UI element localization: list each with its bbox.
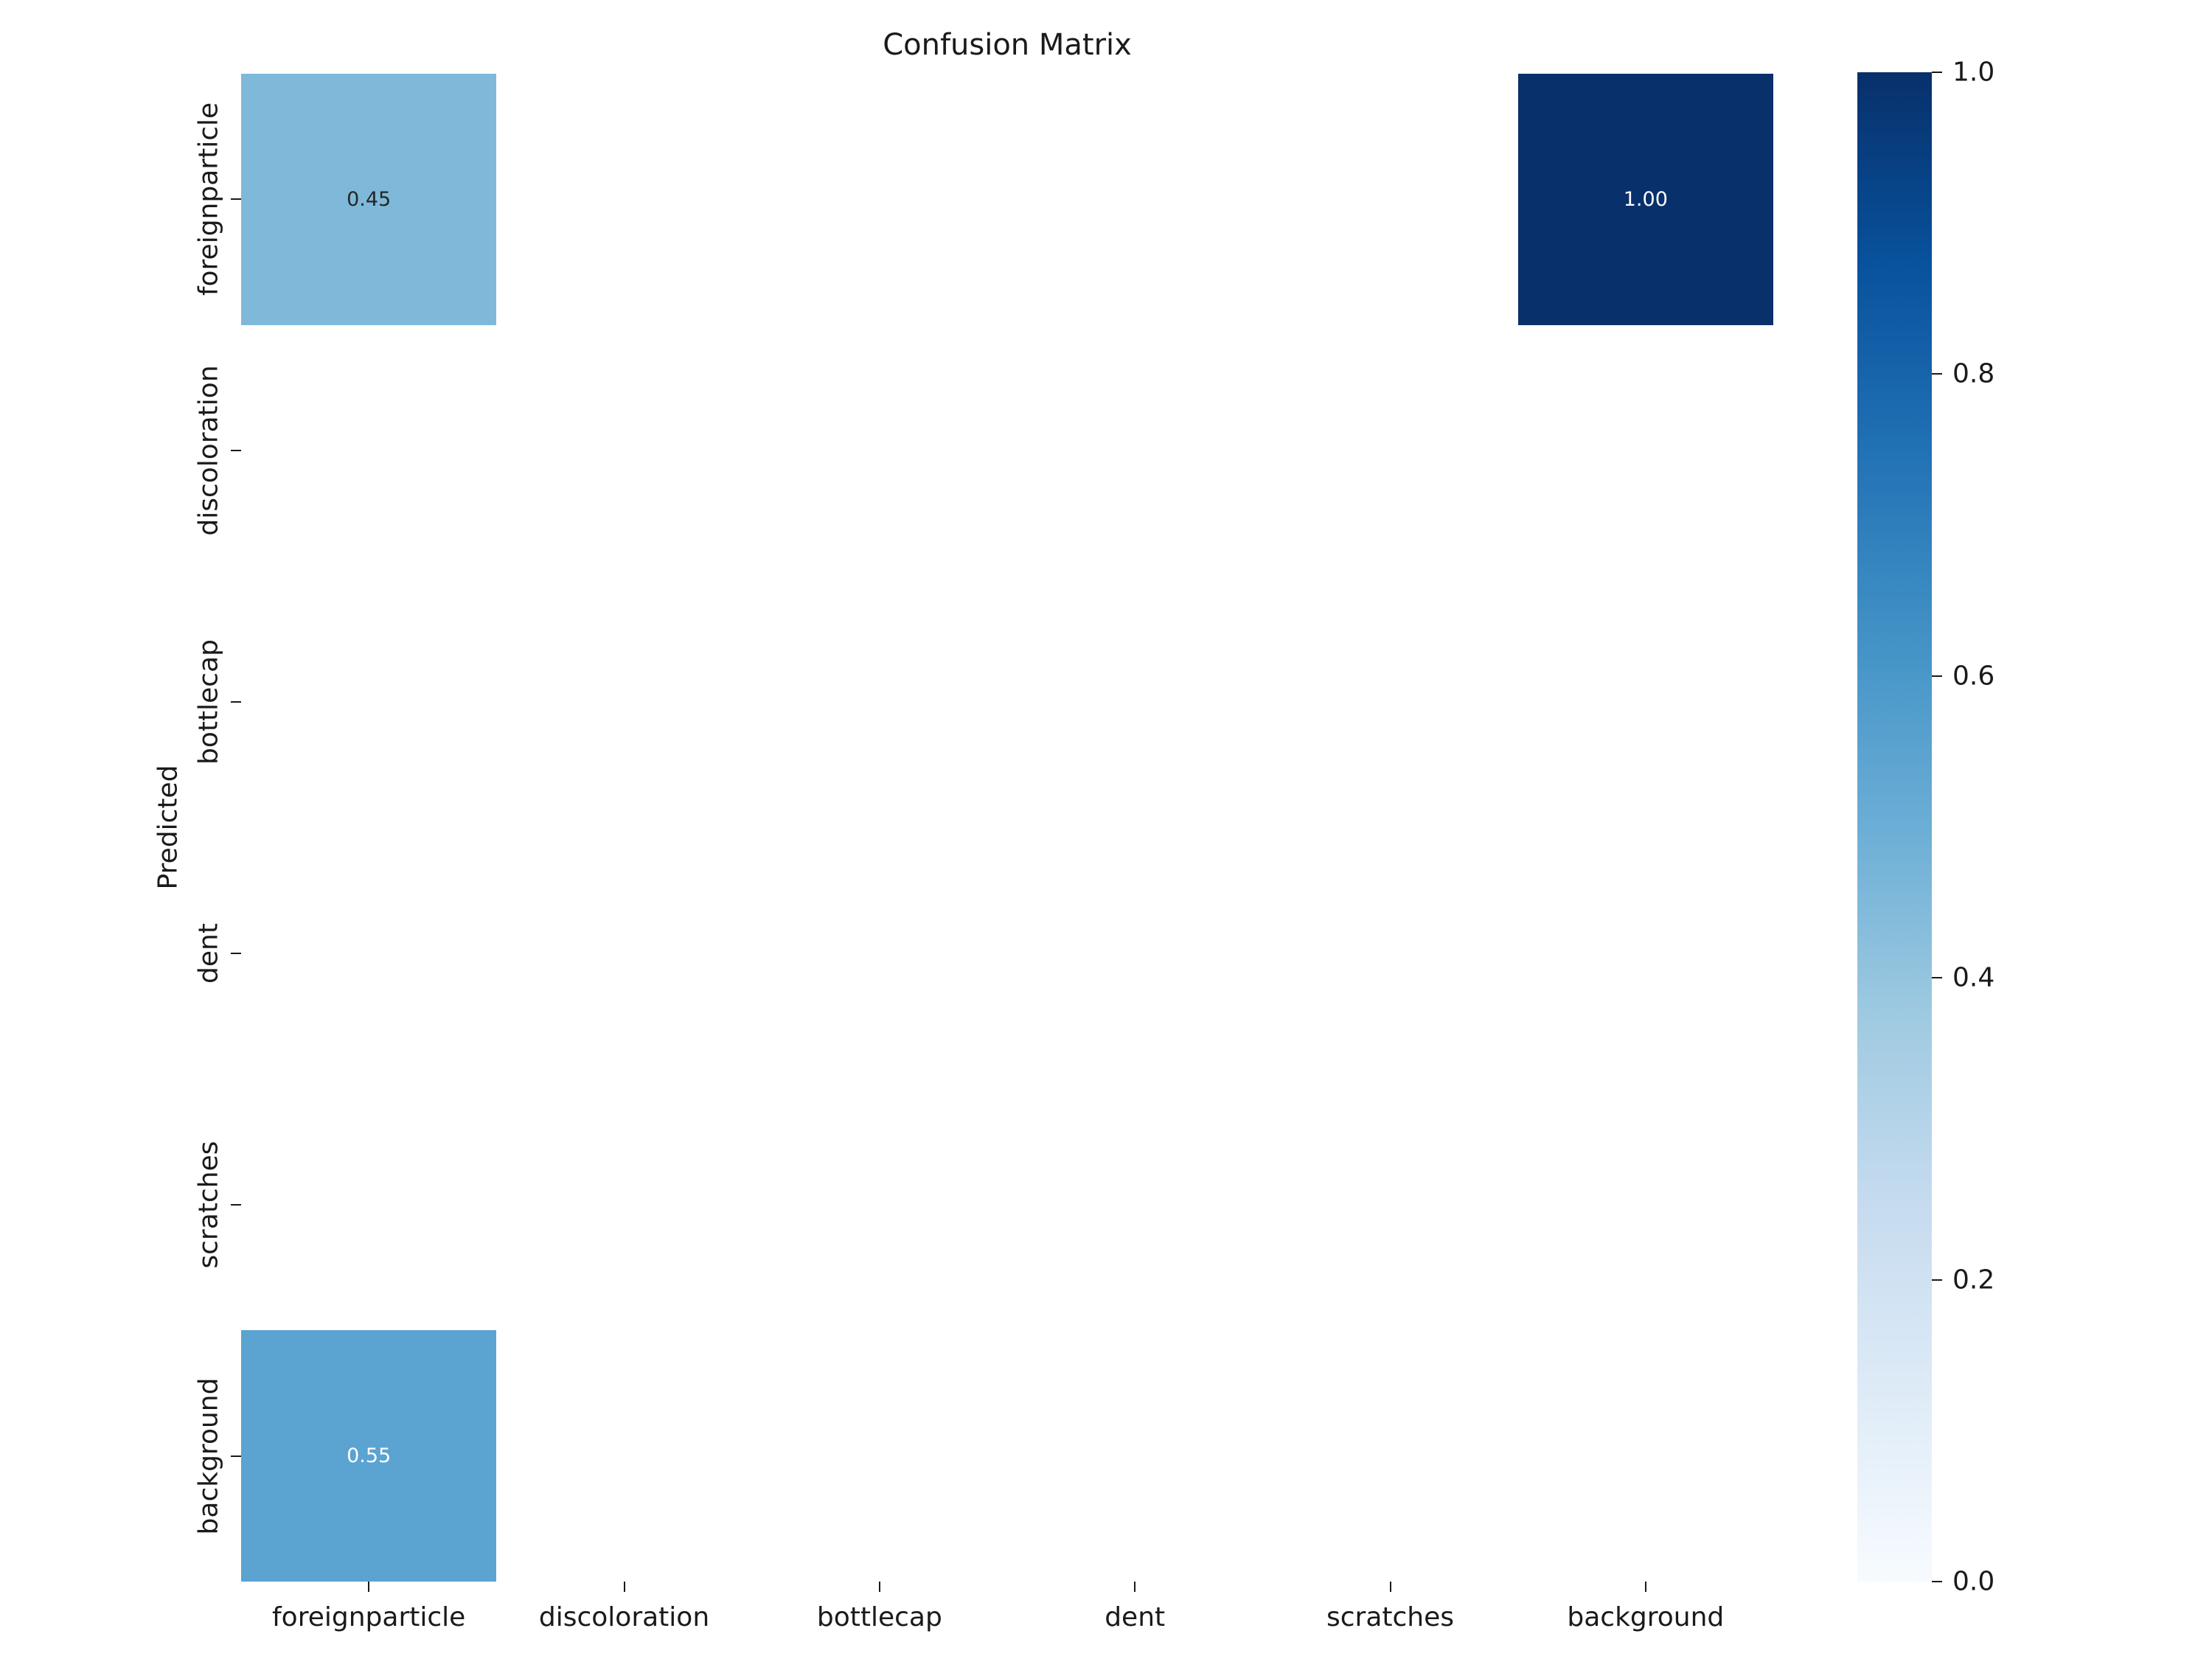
x-tick-label: foreignparticle <box>272 1602 466 1632</box>
y-tick-label: dent <box>193 922 224 984</box>
x-tick-mark <box>623 1582 625 1592</box>
y-tick-label: foreignparticle <box>193 102 224 296</box>
heatmap-cell <box>1007 577 1262 828</box>
heatmap-cell <box>241 577 496 828</box>
heatmap-cell: 1.00 <box>1517 74 1773 325</box>
colorbar-tick-label: 0.0 <box>1952 1566 1995 1597</box>
heatmap-cell <box>1262 74 1517 325</box>
x-tick-mark <box>878 1582 880 1592</box>
heatmap-cell <box>752 577 1007 828</box>
heatmap-cell <box>1518 577 1773 828</box>
heatmap-cell <box>1262 577 1517 828</box>
x-tick-label: bottlecap <box>816 1602 942 1632</box>
colorbar-tick-mark <box>1932 1279 1942 1281</box>
x-tick-label: discoloration <box>538 1602 710 1632</box>
x-tick-mark <box>1389 1582 1391 1592</box>
heatmap-cell <box>496 1079 751 1330</box>
colorbar-tick-mark <box>1932 373 1942 375</box>
colorbar-tick-label: 0.4 <box>1952 962 1995 993</box>
x-tick-label: background <box>1567 1602 1725 1632</box>
y-tick-mark <box>231 952 241 954</box>
heatmap-cell <box>496 74 751 325</box>
heatmap-cell <box>752 325 1007 577</box>
colorbar-tick-mark <box>1932 72 1942 73</box>
y-tick-mark <box>231 1203 241 1206</box>
heatmap-cell <box>496 1330 751 1582</box>
heatmap-cell <box>1007 325 1262 577</box>
y-tick-mark <box>231 701 241 703</box>
heatmap-cell: 0.45 <box>241 74 497 325</box>
y-tick-label: bottlecap <box>193 639 224 765</box>
heatmap-cell <box>1262 1330 1517 1582</box>
cell-value: 0.45 <box>347 187 392 211</box>
colorbar-tick-label: 1.0 <box>1952 57 1995 88</box>
colorbar <box>1857 72 1932 1582</box>
heatmap-cell <box>1518 1330 1773 1582</box>
x-tick-label: dent <box>1105 1602 1166 1632</box>
x-tick-label: scratches <box>1326 1602 1455 1632</box>
heatmap-cell <box>1262 828 1517 1079</box>
heatmap-cell <box>241 828 496 1079</box>
y-axis-title: Predicted <box>153 765 184 890</box>
heatmap-cell <box>241 325 496 577</box>
chart-title: Confusion Matrix <box>883 28 1132 62</box>
cell-value: 1.00 <box>1623 187 1668 211</box>
colorbar-tick-label: 0.6 <box>1952 661 1995 692</box>
heatmap-cell <box>752 74 1007 325</box>
heatmap-cell <box>1007 828 1262 1079</box>
heatmap-cell <box>496 325 751 577</box>
colorbar-tick-label: 0.8 <box>1952 358 1995 389</box>
heatmap-cell <box>752 1079 1007 1330</box>
heatmap-cell <box>1007 1079 1262 1330</box>
y-tick-mark <box>231 198 241 201</box>
y-tick-label: discoloration <box>193 365 224 536</box>
heatmap-cell <box>1518 1079 1773 1330</box>
colorbar-tick-mark <box>1932 675 1942 677</box>
heatmap-cell <box>1518 325 1773 577</box>
y-tick-label: scratches <box>193 1141 224 1269</box>
colorbar-tick-mark <box>1932 1581 1942 1582</box>
x-tick-mark <box>1644 1582 1646 1592</box>
heatmap-cell <box>241 1079 496 1330</box>
y-tick-label: background <box>193 1377 224 1535</box>
heatmap-cell <box>496 577 751 828</box>
cell-value: 0.55 <box>347 1444 392 1468</box>
x-tick-mark <box>1134 1582 1136 1592</box>
heatmap-cell <box>752 828 1007 1079</box>
colorbar-tick-label: 0.2 <box>1952 1265 1995 1295</box>
heatmap-plot-area: 0.45 1.00 0.55 <box>241 74 1773 1582</box>
heatmap-cell <box>1007 1330 1262 1582</box>
heatmap-cell <box>752 1330 1007 1582</box>
heatmap-cell <box>1007 74 1262 325</box>
heatmap-cell <box>1518 828 1773 1079</box>
heatmap-cell <box>1262 1079 1517 1330</box>
colorbar-tick-mark <box>1932 977 1942 979</box>
heatmap-cell <box>496 828 751 1079</box>
heatmap-cell <box>1262 325 1517 577</box>
x-tick-mark <box>368 1582 370 1592</box>
y-tick-mark <box>231 450 241 452</box>
y-tick-mark <box>231 1455 241 1457</box>
heatmap-cell: 0.55 <box>241 1330 497 1582</box>
